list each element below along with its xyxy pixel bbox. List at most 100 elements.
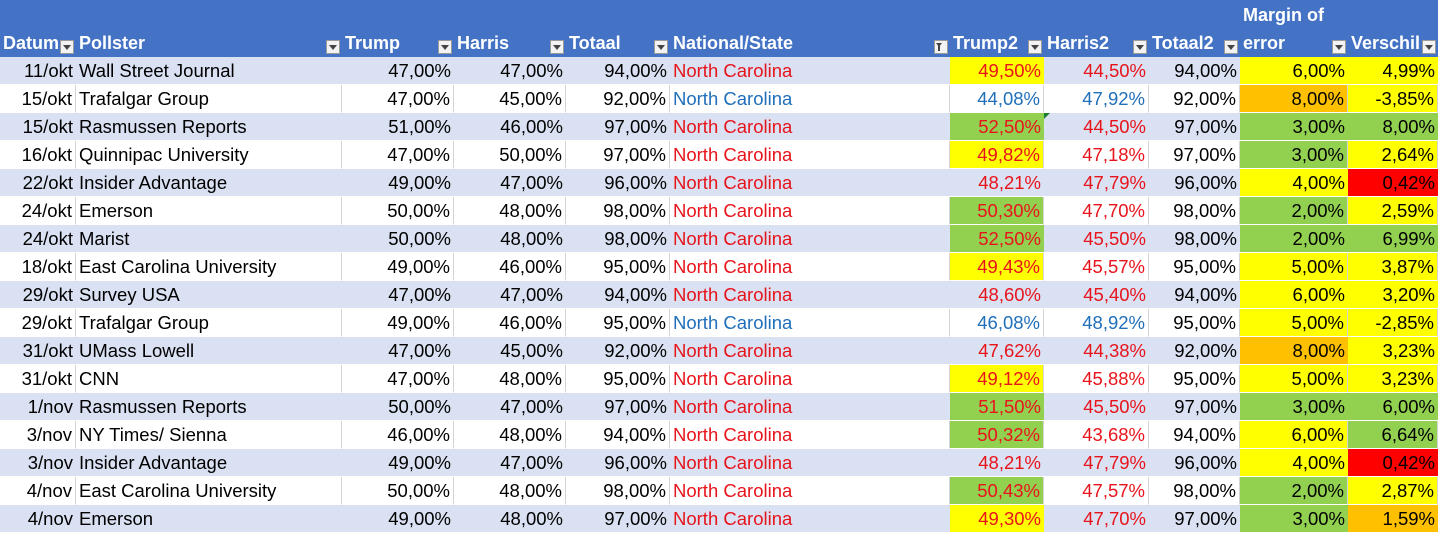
cell-trump[interactable]: 49,00% bbox=[342, 505, 454, 533]
cell-totaal2[interactable]: 98,00% bbox=[1149, 225, 1240, 253]
filter-dropdown-icon[interactable] bbox=[1422, 40, 1436, 54]
cell-trump2[interactable]: 50,32% bbox=[950, 421, 1044, 449]
filter-active-icon[interactable] bbox=[934, 40, 948, 54]
cell-harris2[interactable]: 45,57% bbox=[1044, 253, 1149, 281]
col-header-totaal[interactable]: Totaal bbox=[566, 0, 670, 57]
cell-national-state[interactable]: North Carolina bbox=[670, 337, 950, 365]
cell-verschil[interactable]: 3,20% bbox=[1348, 281, 1438, 309]
cell-harris2[interactable]: 47,79% bbox=[1044, 449, 1149, 477]
cell-margin-of-error[interactable]: 6,00% bbox=[1240, 57, 1348, 85]
cell-margin-of-error[interactable]: 6,00% bbox=[1240, 281, 1348, 309]
col-header-national-state[interactable]: National/State bbox=[670, 0, 950, 57]
filter-dropdown-icon[interactable] bbox=[60, 40, 74, 54]
cell-totaal2[interactable]: 94,00% bbox=[1149, 57, 1240, 85]
cell-trump[interactable]: 50,00% bbox=[342, 393, 454, 421]
cell-national-state[interactable]: North Carolina bbox=[670, 477, 950, 505]
cell-harris2[interactable]: 47,92% bbox=[1044, 85, 1149, 113]
cell-national-state[interactable]: North Carolina bbox=[670, 309, 950, 337]
cell-harris[interactable]: 48,00% bbox=[454, 197, 566, 225]
cell-trump2[interactable]: 49,30% bbox=[950, 505, 1044, 533]
cell-trump2[interactable]: 49,50% bbox=[950, 57, 1044, 85]
cell-totaal[interactable]: 98,00% bbox=[566, 197, 670, 225]
cell-datum[interactable]: 22/okt bbox=[0, 169, 76, 197]
cell-pollster[interactable]: UMass Lowell bbox=[76, 337, 342, 365]
col-header-datum[interactable]: Datum bbox=[0, 0, 76, 57]
cell-margin-of-error[interactable]: 8,00% bbox=[1240, 337, 1348, 365]
cell-trump2[interactable]: 46,08% bbox=[950, 309, 1044, 337]
cell-trump2[interactable]: 47,62% bbox=[950, 337, 1044, 365]
cell-trump2[interactable]: 44,08% bbox=[950, 85, 1044, 113]
cell-pollster[interactable]: Insider Advantage bbox=[76, 169, 342, 197]
cell-margin-of-error[interactable]: 2,00% bbox=[1240, 477, 1348, 505]
cell-harris[interactable]: 48,00% bbox=[454, 421, 566, 449]
cell-pollster[interactable]: Rasmussen Reports bbox=[76, 113, 342, 141]
cell-trump[interactable]: 47,00% bbox=[342, 57, 454, 85]
cell-totaal2[interactable]: 98,00% bbox=[1149, 197, 1240, 225]
cell-totaal2[interactable]: 95,00% bbox=[1149, 309, 1240, 337]
cell-trump2[interactable]: 51,50% bbox=[950, 393, 1044, 421]
cell-trump[interactable]: 49,00% bbox=[342, 253, 454, 281]
cell-harris[interactable]: 46,00% bbox=[454, 309, 566, 337]
cell-totaal[interactable]: 95,00% bbox=[566, 309, 670, 337]
cell-pollster[interactable]: Trafalgar Group bbox=[76, 309, 342, 337]
cell-totaal2[interactable]: 92,00% bbox=[1149, 85, 1240, 113]
cell-margin-of-error[interactable]: 3,00% bbox=[1240, 113, 1348, 141]
cell-national-state[interactable]: North Carolina bbox=[670, 57, 950, 85]
cell-pollster[interactable]: Emerson bbox=[76, 197, 342, 225]
cell-totaal2[interactable]: 92,00% bbox=[1149, 337, 1240, 365]
cell-totaal[interactable]: 97,00% bbox=[566, 141, 670, 169]
cell-totaal[interactable]: 97,00% bbox=[566, 505, 670, 533]
cell-harris2[interactable]: 44,38% bbox=[1044, 337, 1149, 365]
cell-national-state[interactable]: North Carolina bbox=[670, 197, 950, 225]
cell-totaal2[interactable]: 97,00% bbox=[1149, 393, 1240, 421]
cell-harris[interactable]: 47,00% bbox=[454, 393, 566, 421]
cell-datum[interactable]: 4/nov bbox=[0, 505, 76, 533]
cell-trump[interactable]: 50,00% bbox=[342, 477, 454, 505]
cell-verschil[interactable]: 3,87% bbox=[1348, 253, 1438, 281]
cell-margin-of-error[interactable]: 2,00% bbox=[1240, 225, 1348, 253]
filter-dropdown-icon[interactable] bbox=[1224, 40, 1238, 54]
cell-pollster[interactable]: CNN bbox=[76, 365, 342, 393]
cell-margin-of-error[interactable]: 2,00% bbox=[1240, 197, 1348, 225]
cell-totaal2[interactable]: 94,00% bbox=[1149, 281, 1240, 309]
cell-verschil[interactable]: 6,64% bbox=[1348, 421, 1438, 449]
cell-pollster[interactable]: Insider Advantage bbox=[76, 449, 342, 477]
cell-pollster[interactable]: Emerson bbox=[76, 505, 342, 533]
cell-verschil[interactable]: 6,00% bbox=[1348, 393, 1438, 421]
cell-trump2[interactable]: 50,30% bbox=[950, 197, 1044, 225]
cell-totaal[interactable]: 98,00% bbox=[566, 225, 670, 253]
cell-national-state[interactable]: North Carolina bbox=[670, 421, 950, 449]
cell-datum[interactable]: 3/nov bbox=[0, 449, 76, 477]
cell-pollster[interactable]: NY Times/ Sienna bbox=[76, 421, 342, 449]
cell-verschil[interactable]: 2,59% bbox=[1348, 197, 1438, 225]
cell-harris2[interactable]: 45,40% bbox=[1044, 281, 1149, 309]
cell-totaal[interactable]: 95,00% bbox=[566, 253, 670, 281]
cell-trump2[interactable]: 48,21% bbox=[950, 169, 1044, 197]
cell-trump2[interactable]: 48,60% bbox=[950, 281, 1044, 309]
cell-verschil[interactable]: -3,85% bbox=[1348, 85, 1438, 113]
cell-datum[interactable]: 29/okt bbox=[0, 281, 76, 309]
cell-verschil[interactable]: 0,42% bbox=[1348, 169, 1438, 197]
cell-margin-of-error[interactable]: 6,00% bbox=[1240, 421, 1348, 449]
filter-dropdown-icon[interactable] bbox=[1133, 40, 1147, 54]
cell-trump2[interactable]: 48,21% bbox=[950, 449, 1044, 477]
cell-verschil[interactable]: 3,23% bbox=[1348, 337, 1438, 365]
cell-trump2[interactable]: 52,50% bbox=[950, 225, 1044, 253]
filter-dropdown-icon[interactable] bbox=[1332, 40, 1346, 54]
cell-margin-of-error[interactable]: 3,00% bbox=[1240, 141, 1348, 169]
cell-pollster[interactable]: Marist bbox=[76, 225, 342, 253]
cell-trump[interactable]: 51,00% bbox=[342, 113, 454, 141]
cell-datum[interactable]: 29/okt bbox=[0, 309, 76, 337]
cell-trump2[interactable]: 49,12% bbox=[950, 365, 1044, 393]
cell-totaal2[interactable]: 97,00% bbox=[1149, 113, 1240, 141]
filter-dropdown-icon[interactable] bbox=[1028, 40, 1042, 54]
cell-margin-of-error[interactable]: 3,00% bbox=[1240, 393, 1348, 421]
cell-harris2[interactable]: 45,50% bbox=[1044, 393, 1149, 421]
cell-datum[interactable]: 11/okt bbox=[0, 57, 76, 85]
cell-margin-of-error[interactable]: 4,00% bbox=[1240, 449, 1348, 477]
filter-dropdown-icon[interactable] bbox=[438, 40, 452, 54]
cell-harris2[interactable]: 47,18% bbox=[1044, 141, 1149, 169]
filter-dropdown-icon[interactable] bbox=[654, 40, 668, 54]
cell-totaal[interactable]: 92,00% bbox=[566, 85, 670, 113]
cell-trump[interactable]: 47,00% bbox=[342, 337, 454, 365]
